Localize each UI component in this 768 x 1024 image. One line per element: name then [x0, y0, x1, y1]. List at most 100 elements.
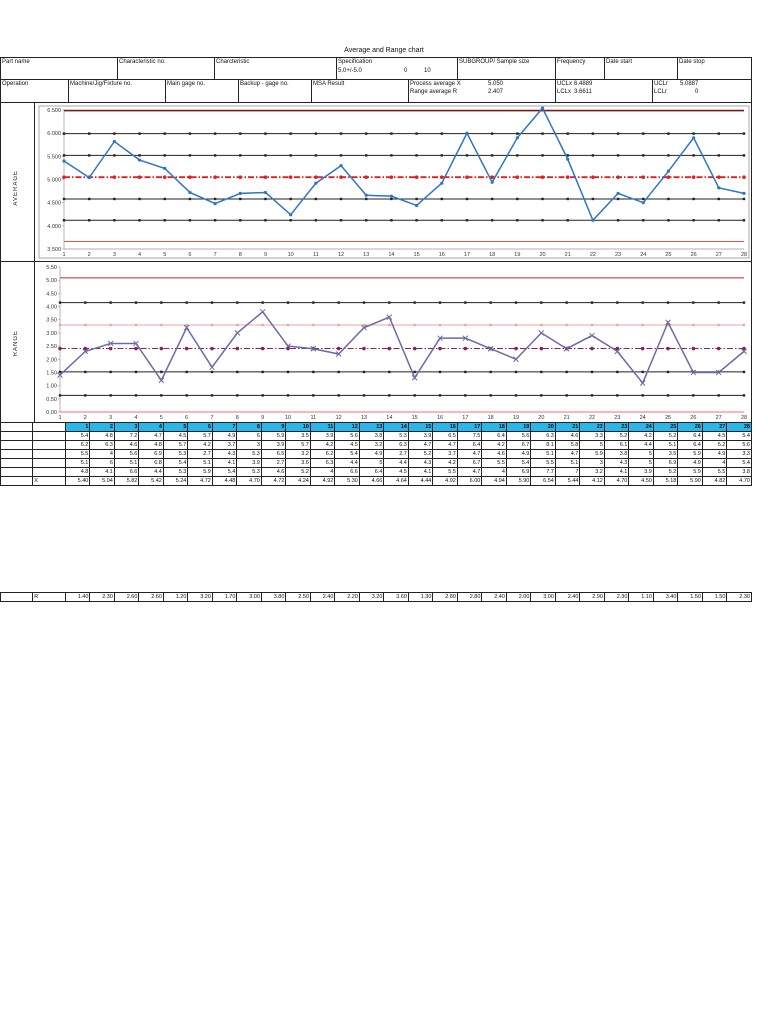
- table-cell: 6.7: [456, 458, 483, 468]
- table-cell: 4.72: [260, 476, 287, 486]
- svg-text:15: 15: [412, 415, 418, 421]
- table-cell: 3.40: [652, 592, 679, 602]
- table-row: R 1.40 2.30 2.60 2.60 1.20 3.20 1.70 3.00 3.80 2.5…: [0, 592, 752, 602]
- characteristic-no-label: Characteristic no.: [119, 59, 166, 65]
- table-cell: 4.6: [113, 440, 140, 450]
- measurement-table: 1 2 3 4 5 6 7 8 9 10 11 12 13 14 15 16 17 18 19 20 21 22 23 24 2…: [0, 422, 752, 486]
- table-cell: 5.8: [554, 440, 581, 450]
- table-cell: 6.4: [456, 440, 483, 450]
- svg-text:5: 5: [163, 252, 166, 258]
- table-cell: 5.9: [187, 467, 213, 477]
- svg-text:12: 12: [336, 415, 342, 421]
- svg-text:13: 13: [363, 252, 369, 258]
- table-cell: 5.2: [652, 431, 679, 441]
- table-cell: 5.9: [579, 449, 605, 459]
- table-cell: 5.1: [530, 449, 556, 459]
- table-cell: 6.3: [530, 431, 556, 441]
- svg-text:22: 22: [589, 415, 595, 421]
- table-cell: 3.3: [579, 431, 605, 441]
- table-cell: 2.00: [505, 592, 532, 602]
- svg-text:0.50: 0.50: [46, 397, 57, 403]
- table-cell: 2.30: [89, 592, 115, 602]
- table-cell: 4.7: [432, 440, 458, 450]
- svg-text:27: 27: [716, 415, 722, 421]
- table-cell: 5.18: [652, 476, 679, 486]
- svg-text:19: 19: [514, 252, 520, 258]
- svg-text:11: 11: [313, 252, 319, 258]
- table-cell: 2.20: [334, 592, 360, 602]
- table-cell: 9: [260, 422, 287, 432]
- table-cell: 5.40: [64, 476, 91, 486]
- table-cell: 5.6: [726, 440, 752, 450]
- table-cell: 4.9: [358, 449, 385, 459]
- table-cell: 2.40: [554, 592, 581, 602]
- svg-text:14: 14: [388, 252, 394, 258]
- svg-text:6: 6: [185, 415, 188, 421]
- msa-result-label: MSA Result: [313, 81, 345, 87]
- header-block: Part name Characteristic no. Charcterist…: [0, 57, 752, 103]
- svg-text:18: 18: [488, 415, 494, 421]
- lclx-label: LCLx: [557, 89, 572, 95]
- table-cell: 6.4: [677, 431, 703, 441]
- table-cell: 5.2: [603, 431, 630, 441]
- svg-text:24: 24: [640, 252, 646, 258]
- table-cell: 3.9: [407, 431, 434, 441]
- table-cell: 5.9: [677, 449, 703, 459]
- machine-label: Machine/Jig/Fixture no.: [70, 81, 133, 87]
- table-cell: 5.1: [554, 458, 581, 468]
- table-cell: 11: [309, 422, 336, 432]
- svg-text:9: 9: [261, 415, 264, 421]
- table-cell: 4.3: [211, 449, 238, 459]
- table-cell: 3: [579, 458, 605, 468]
- table-cell: 4.8: [64, 467, 91, 477]
- table-cell: 7.7: [530, 467, 556, 477]
- table-cell: 5.82: [113, 476, 140, 486]
- svg-text:3.500: 3.500: [47, 247, 61, 253]
- svg-text:3: 3: [113, 252, 116, 258]
- range-table: R 1.40 2.30 2.60 2.60 1.20 3.20 1.70 3.00 3.80 2.5…: [0, 592, 752, 602]
- table-cell: 14: [383, 422, 409, 432]
- table-cell: 6.9: [652, 458, 679, 468]
- table-cell: 4: [138, 422, 164, 432]
- table-cell: 3.20: [187, 592, 213, 602]
- table-row: 5.4 4.8 7.2 4.7 4.5 5.7 4.9 6 5.9 3.5 3.9 5.6 3.8 5.3…: [0, 431, 752, 441]
- table-cell: 3.8: [603, 449, 630, 459]
- table-cell: 3.8: [358, 431, 385, 441]
- table-cell: 1.30: [407, 592, 434, 602]
- table-cell: 5: [162, 422, 189, 432]
- table-cell: 3.7: [211, 440, 238, 450]
- svg-text:16: 16: [437, 415, 443, 421]
- subgroup-label: SUBGROUP/ Sample size: [459, 59, 530, 65]
- table-cell: 7: [554, 467, 581, 477]
- table-cell: 5.6: [505, 431, 532, 441]
- table-cell: 4.8: [89, 431, 115, 441]
- table-row: 6.2 6.3 4.6 4.8 5.7 4.2 3.7 3 3.9 5.7 4.2 4.5 3.2 6.3…: [0, 440, 752, 450]
- svg-text:6: 6: [188, 252, 191, 258]
- table-cell: 1.40: [64, 592, 91, 602]
- table-cell: 5.4: [334, 449, 360, 459]
- table-cell: 2.40: [309, 592, 336, 602]
- range-average-label: Range average R: [410, 89, 458, 95]
- svg-text:2: 2: [88, 252, 91, 258]
- table-cell: 4.9: [211, 431, 238, 441]
- table-cell: 5.44: [554, 476, 581, 486]
- svg-text:3: 3: [109, 415, 112, 421]
- table-cell: 3.7: [432, 449, 458, 459]
- table-cell: 23: [603, 422, 630, 432]
- process-average-label: Process average X: [410, 81, 461, 87]
- table-cell: 2.7: [260, 458, 287, 468]
- svg-text:23: 23: [615, 252, 621, 258]
- table-cell: 5.3: [383, 431, 409, 441]
- table-cell: 3: [113, 422, 140, 432]
- table-cell: 3.60: [383, 592, 409, 602]
- svg-text:25: 25: [665, 252, 671, 258]
- svg-text:12: 12: [338, 252, 344, 258]
- table-cell: 6.5: [432, 431, 458, 441]
- svg-text:19: 19: [513, 415, 519, 421]
- table-cell: 6.54: [530, 476, 556, 486]
- table-cell: 5.6: [113, 449, 140, 459]
- table-cell: 2.80: [432, 592, 458, 602]
- date-start-label: Date start: [606, 59, 633, 65]
- table-cell: 4: [701, 458, 728, 468]
- table-cell: 28: [726, 422, 752, 432]
